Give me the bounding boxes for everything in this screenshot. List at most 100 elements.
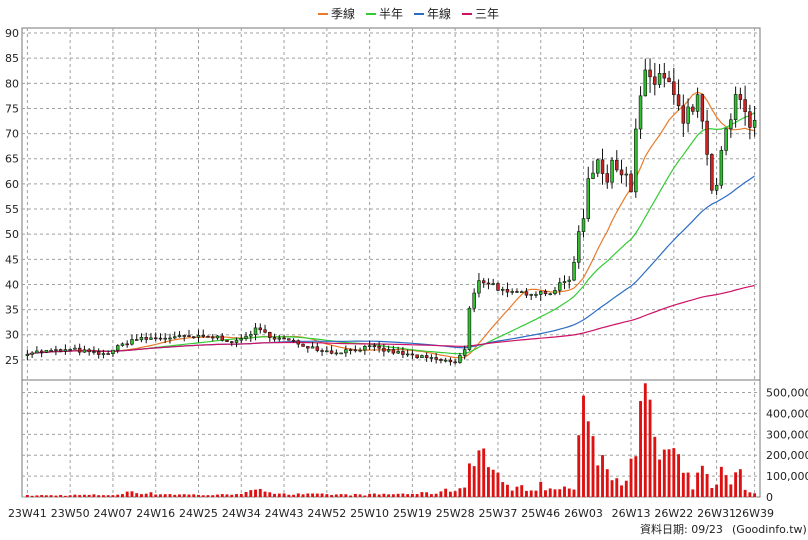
volume-bar [539,481,543,497]
candle-body [101,353,106,355]
volume-bar [458,488,462,497]
time-tick-label: 26W13 [612,507,651,520]
volume-bar [743,489,747,497]
candle-body [619,169,624,176]
volume-bar [705,473,709,497]
volume-bar [491,469,495,497]
time-tick-label: 24W52 [307,507,346,520]
volume-bar [525,490,528,497]
legend-label: 三年 [475,7,499,21]
volume-bar [149,492,153,497]
volume-bar [425,492,429,497]
candle-body [315,346,320,351]
candle-body [596,159,600,174]
candle-body [638,95,643,130]
volume-bar [710,488,714,497]
volume-bar [339,494,343,497]
candle-body [325,350,329,353]
volume-bar [344,494,348,497]
volume-bar [448,491,452,497]
candle-body [125,343,129,346]
volume-bar [439,491,443,497]
candle-body [377,345,381,349]
volume-bar [368,493,372,497]
candle-body [733,94,738,121]
candle-body [58,349,63,352]
volume-bar [78,495,82,497]
candle-body [462,349,467,356]
price-tick-label: 40 [5,278,19,291]
volume-bar [273,493,276,497]
volume-bar [258,488,262,497]
volume-bar [54,495,58,497]
volume-tick-label: 200,000 [766,449,808,462]
volume-bar [192,494,196,497]
price-tick-label: 45 [5,253,19,266]
candle-body [553,290,557,295]
ma-three-year-line [27,284,755,355]
volume-bar [144,493,148,497]
price-tick-label: 65 [5,153,19,166]
volume-bar [700,465,704,497]
candle-body [743,99,747,112]
volume-bar [277,493,281,497]
volume-bar [653,436,657,497]
volume-bar [544,490,547,497]
candle-body [211,336,215,339]
volume-bar [615,478,619,497]
volume-bar [715,484,719,497]
volume-bar [453,491,457,497]
candle-body [149,337,153,340]
volume-bar [82,494,86,497]
ma-year-line [27,175,755,355]
candle-body [676,94,681,107]
price-panel-frame [21,27,761,381]
legend-label: 季線 [331,6,355,21]
candle-body [420,355,424,359]
candle-body [268,331,272,338]
volume-bar [624,480,628,497]
volume-bar [106,495,110,497]
volume-bar [558,489,562,497]
volume-bar [168,494,172,497]
candle-body [182,335,186,337]
volume-tick-label: 400,000 [766,407,808,420]
candle-body [320,350,324,352]
candle-body [353,349,358,352]
candle-body [600,159,605,174]
volume-bar [330,495,334,497]
candle-body [386,349,391,352]
candle-body [301,343,305,347]
candle-body [358,349,362,352]
candle-body [196,334,201,338]
volume-bar [639,401,642,497]
candle-body [605,173,610,183]
volume-bar [567,488,571,497]
volume-bar [572,489,576,497]
volume-bar [601,455,604,497]
volume-bar [254,489,257,497]
candle-body [567,279,571,282]
candle-body [738,94,743,100]
candle-body [253,327,258,335]
time-tick-label: 25W10 [350,507,389,520]
candle-body [719,150,724,186]
candle-body [424,355,429,359]
candle-body [239,338,244,341]
volume-bar [724,475,728,497]
candle-body [230,341,234,343]
volume-bar [629,458,633,497]
candle-body [120,343,125,346]
candle-body [25,354,30,356]
candle-body [615,159,619,171]
candle-body [748,111,752,128]
candle-body [434,357,438,360]
candle-body [63,349,68,352]
price-tick-label: 70 [5,128,19,141]
volume-bar [349,495,353,497]
volume-bar [487,467,490,497]
candle-body [586,178,590,219]
candle-body [372,345,377,348]
candle-body [657,73,662,85]
price-tick-label: 80 [5,77,19,90]
